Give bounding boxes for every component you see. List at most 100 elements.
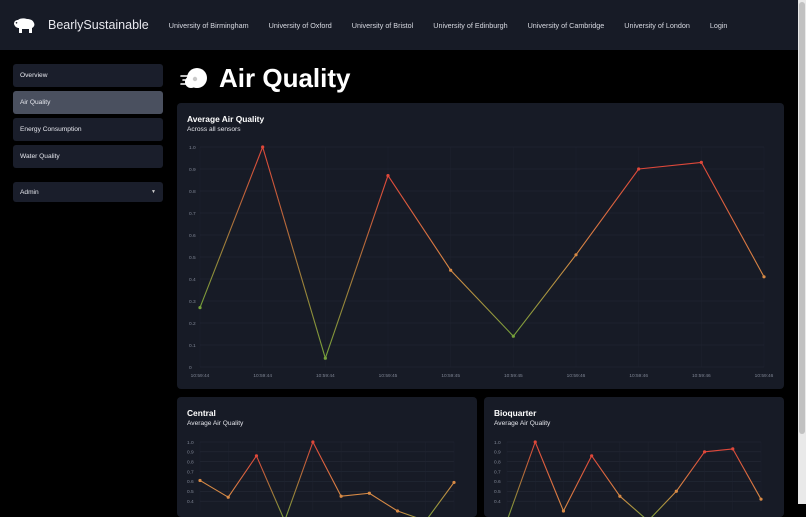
sidebar-item-energy-consumption[interactable]: Energy Consumption: [13, 118, 163, 141]
series-line-segment: [255, 455, 284, 517]
y-tick-label: 0.5: [494, 489, 501, 495]
y-tick-label: 0.5: [187, 489, 194, 495]
data-point[interactable]: [637, 167, 641, 171]
card-subtitle: Average Air Quality: [494, 420, 551, 427]
y-tick-label: 0.6: [494, 479, 501, 485]
x-tick-label: 10:59:44: [253, 373, 272, 379]
nav-link-cambridge[interactable]: University of Cambridge: [527, 20, 605, 30]
y-tick-label: 0.7: [494, 469, 501, 475]
page-header: Air Quality: [180, 63, 350, 94]
x-tick-label: 10:59:46: [629, 373, 648, 379]
data-point[interactable]: [759, 497, 763, 501]
card-title: Bioquarter: [494, 408, 537, 418]
series-line-segment: [562, 455, 593, 512]
data-point[interactable]: [561, 509, 566, 513]
series-line-segment: [369, 492, 398, 512]
data-point[interactable]: [261, 145, 265, 149]
series-line-segment: [732, 448, 762, 500]
series-line-segment: [638, 161, 702, 170]
admin-dropdown[interactable]: Admin ▼: [13, 182, 163, 202]
university-nav: University of Birmingham University of O…: [169, 21, 748, 30]
x-tick-label: 10:59:45: [504, 373, 523, 379]
series-line-segment: [199, 146, 264, 308]
nav-link-edinburgh[interactable]: University of Edinburgh: [433, 20, 508, 30]
x-tick-label: 10:59:44: [191, 373, 210, 379]
data-point[interactable]: [702, 450, 707, 454]
y-tick-label: 0.8: [187, 460, 194, 466]
y-tick-label: 1.0: [189, 145, 196, 151]
chevron-down-icon: ▼: [151, 189, 156, 195]
data-point[interactable]: [449, 268, 453, 272]
data-point[interactable]: [395, 509, 400, 513]
bioquarter-chart[interactable]: 0.4 0.5 0.6 0.7 0.8 0.9 1.0: [484, 397, 784, 517]
series-line-segment: [324, 175, 389, 359]
data-point[interactable]: [511, 334, 515, 338]
average-air-quality-card: Average Air Quality Across all sensors 0…: [177, 103, 784, 389]
data-point[interactable]: [452, 480, 456, 485]
nav-link-login[interactable]: Login: [709, 20, 728, 30]
central-chart[interactable]: 0.4 0.5 0.6 0.7 0.8 0.9 1.0: [177, 397, 477, 517]
data-point[interactable]: [762, 275, 766, 279]
brand-name: BearlySustainable: [48, 18, 149, 32]
data-point[interactable]: [674, 489, 678, 493]
y-tick-label: 0.3: [189, 299, 196, 305]
data-point[interactable]: [198, 478, 202, 483]
data-point[interactable]: [311, 440, 315, 444]
brand[interactable]: BearlySustainable: [12, 16, 149, 34]
page-scrollbar[interactable]: [798, 0, 806, 504]
series-line-segment: [675, 451, 706, 492]
series-line-segment: [704, 448, 733, 453]
series-line-segment: [285, 441, 314, 517]
data-point[interactable]: [226, 495, 230, 499]
series-line-segment: [387, 175, 452, 271]
data-point[interactable]: [618, 494, 622, 498]
data-point[interactable]: [699, 160, 703, 164]
data-point[interactable]: [339, 494, 343, 498]
sidebar-item-overview[interactable]: Overview: [13, 64, 163, 87]
data-point[interactable]: [198, 306, 202, 310]
y-tick-label: 0.5: [189, 255, 196, 261]
y-tick-label: 0.7: [187, 469, 194, 475]
series-line-segment: [427, 482, 455, 517]
series-line-segment: [450, 269, 514, 337]
series-line-segment: [199, 479, 229, 498]
nav-link-london[interactable]: University of London: [624, 20, 690, 30]
wind-cloud-icon: [180, 67, 207, 88]
x-tick-label: 10:59:46: [692, 373, 711, 379]
nav-link-birmingham[interactable]: University of Birmingham: [168, 20, 249, 30]
y-tick-label: 0.4: [494, 499, 501, 505]
data-point[interactable]: [590, 454, 594, 458]
nav-link-oxford[interactable]: University of Oxford: [268, 20, 332, 30]
data-point[interactable]: [574, 253, 578, 257]
bioquarter-card: Bioquarter Average Air Quality 0.4 0.5 0.6…: [484, 397, 784, 517]
data-point[interactable]: [731, 447, 735, 451]
series-line-segment: [575, 168, 640, 256]
x-tick-label: 10:59:45: [441, 373, 460, 379]
average-air-quality-chart[interactable]: 0 0.1 0.2 0.3 0.4 0.5 0.6 0.7 0.8 0.9 1.0 10:59:44 1…: [177, 103, 784, 389]
scrollbar-thumb[interactable]: [799, 2, 805, 434]
y-tick-label: 1.0: [187, 440, 194, 446]
series-line-segment: [262, 146, 326, 359]
series-line-segment: [619, 495, 645, 517]
data-point[interactable]: [323, 356, 327, 360]
data-point[interactable]: [386, 174, 390, 178]
sidebar-item-air-quality[interactable]: Air Quality: [13, 91, 163, 114]
y-tick-label: 0.9: [187, 450, 194, 456]
series-line-segment: [341, 492, 370, 497]
x-tick-label: 10:59:46: [755, 373, 774, 379]
sidebar: Overview Air Quality Energy Consumption …: [13, 64, 163, 202]
top-navbar: BearlySustainable University of Birmingh…: [0, 0, 798, 50]
y-tick-label: 0: [189, 365, 192, 371]
y-tick-label: 1.0: [494, 440, 501, 446]
x-tick-label: 10:59:45: [379, 373, 398, 379]
series-line-segment: [651, 490, 677, 517]
sidebar-item-water-quality[interactable]: Water Quality: [13, 145, 163, 168]
series-line-segment: [507, 441, 536, 517]
y-tick-label: 0.7: [189, 211, 196, 217]
series-line-segment: [397, 510, 417, 517]
data-point[interactable]: [254, 454, 259, 458]
data-point[interactable]: [533, 440, 537, 444]
nav-link-bristol[interactable]: University of Bristol: [351, 20, 414, 30]
series-line-segment: [534, 441, 564, 512]
data-point[interactable]: [367, 491, 371, 495]
